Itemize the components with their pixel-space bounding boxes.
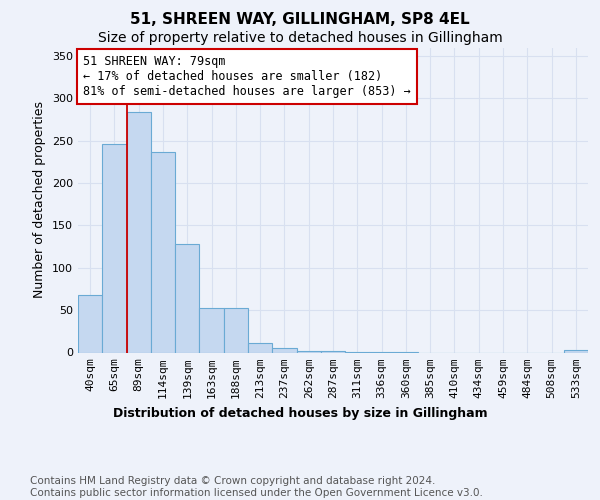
Bar bbox=[272, 348, 296, 352]
Bar bbox=[127, 112, 151, 352]
Text: Size of property relative to detached houses in Gillingham: Size of property relative to detached ho… bbox=[98, 31, 502, 45]
Text: Contains HM Land Registry data © Crown copyright and database right 2024.
Contai: Contains HM Land Registry data © Crown c… bbox=[30, 476, 483, 498]
Bar bbox=[175, 244, 199, 352]
Bar bbox=[151, 152, 175, 352]
Text: Distribution of detached houses by size in Gillingham: Distribution of detached houses by size … bbox=[113, 408, 487, 420]
Text: 51, SHREEN WAY, GILLINGHAM, SP8 4EL: 51, SHREEN WAY, GILLINGHAM, SP8 4EL bbox=[130, 12, 470, 28]
Bar bbox=[78, 295, 102, 352]
Bar bbox=[321, 351, 345, 352]
Bar bbox=[199, 308, 224, 352]
Bar bbox=[564, 350, 588, 352]
Y-axis label: Number of detached properties: Number of detached properties bbox=[34, 102, 46, 298]
Bar bbox=[248, 343, 272, 352]
Text: 51 SHREEN WAY: 79sqm
← 17% of detached houses are smaller (182)
81% of semi-deta: 51 SHREEN WAY: 79sqm ← 17% of detached h… bbox=[83, 55, 411, 98]
Bar bbox=[102, 144, 127, 352]
Bar bbox=[224, 308, 248, 352]
Bar bbox=[296, 351, 321, 352]
